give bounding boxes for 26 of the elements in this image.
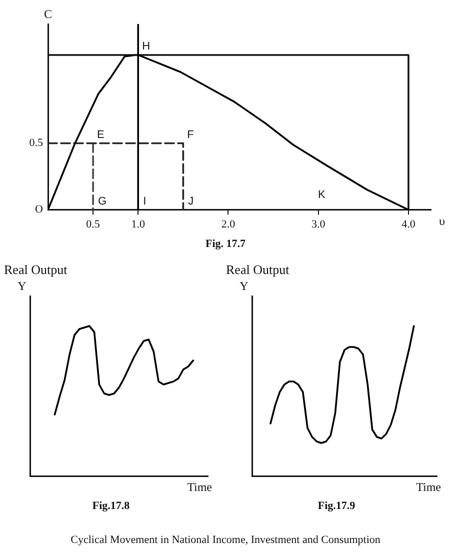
x-axis-title: Time xyxy=(416,480,441,494)
chart-title: Real Output xyxy=(3,262,68,278)
x-tick-label: 3.0 xyxy=(311,218,326,230)
x-axis-title: Time xyxy=(187,480,212,494)
x-tick-label: 1.0 xyxy=(131,218,146,230)
annotation: 0.5 xyxy=(29,137,44,150)
x-tick-label: 0.5 xyxy=(86,218,100,230)
annotation: J xyxy=(188,195,194,208)
y-axis-title: Y xyxy=(18,279,27,294)
caption: Fig.17.8 xyxy=(91,500,131,512)
y-axis-title: C xyxy=(44,7,52,22)
x-tick-label: 4.0 xyxy=(402,218,416,230)
annotation: G xyxy=(98,195,107,208)
caption: Fig.17.9 xyxy=(316,500,356,512)
chart-title: Real Output xyxy=(225,262,290,278)
x-axis-title: υ xyxy=(439,214,445,228)
annotation: O xyxy=(35,204,44,216)
y-axis-title: Y xyxy=(240,279,249,294)
annotation: K xyxy=(318,189,326,201)
text: Cyclical Movement in National Income, Investment and Consumption xyxy=(70,534,382,546)
caption: Fig. 17.7 xyxy=(204,238,247,250)
annotation: F xyxy=(187,128,194,141)
annotation: E xyxy=(97,128,104,141)
annotation: H xyxy=(142,40,150,52)
x-tick-label: 2.0 xyxy=(221,218,236,230)
annotation: I xyxy=(143,195,146,208)
